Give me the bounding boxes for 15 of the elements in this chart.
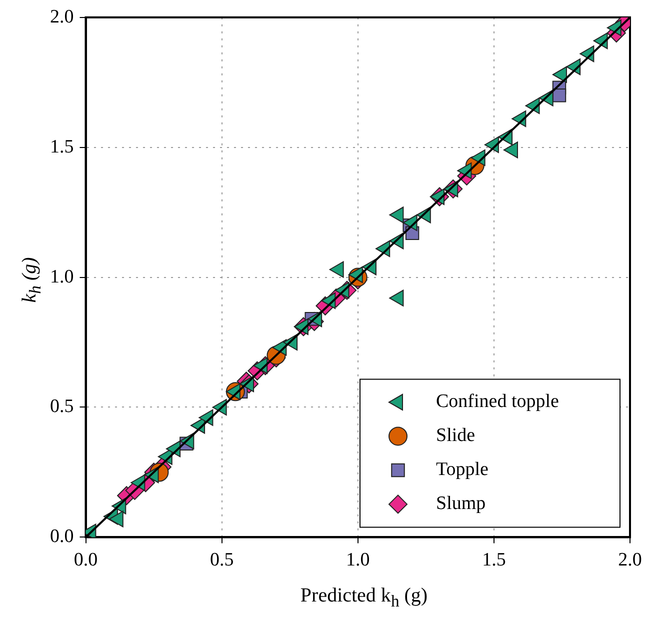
- x-tick-label: 1.0: [346, 550, 370, 571]
- x-tick-label: 0.5: [210, 550, 234, 571]
- y-tick-label: 0.0: [50, 526, 74, 548]
- y-tick-label: 2.0: [50, 6, 74, 28]
- legend-label: Confined topple: [436, 391, 559, 412]
- y-tick-label: 1.0: [50, 266, 74, 288]
- y-tick-label: 1.5: [50, 136, 74, 158]
- legend-label: Topple: [436, 459, 488, 480]
- x-axis-title: Predicted k$_{h}$ (g): [300, 584, 428, 612]
- y-tick-label: 0.5: [50, 396, 74, 418]
- x-tick-label: 0.0: [74, 550, 98, 571]
- x-tick-label: 2.0: [618, 550, 642, 571]
- legend-label: Slump: [436, 493, 486, 514]
- legend-label: Slide: [436, 425, 476, 446]
- x-tick-label: 1.5: [482, 550, 506, 571]
